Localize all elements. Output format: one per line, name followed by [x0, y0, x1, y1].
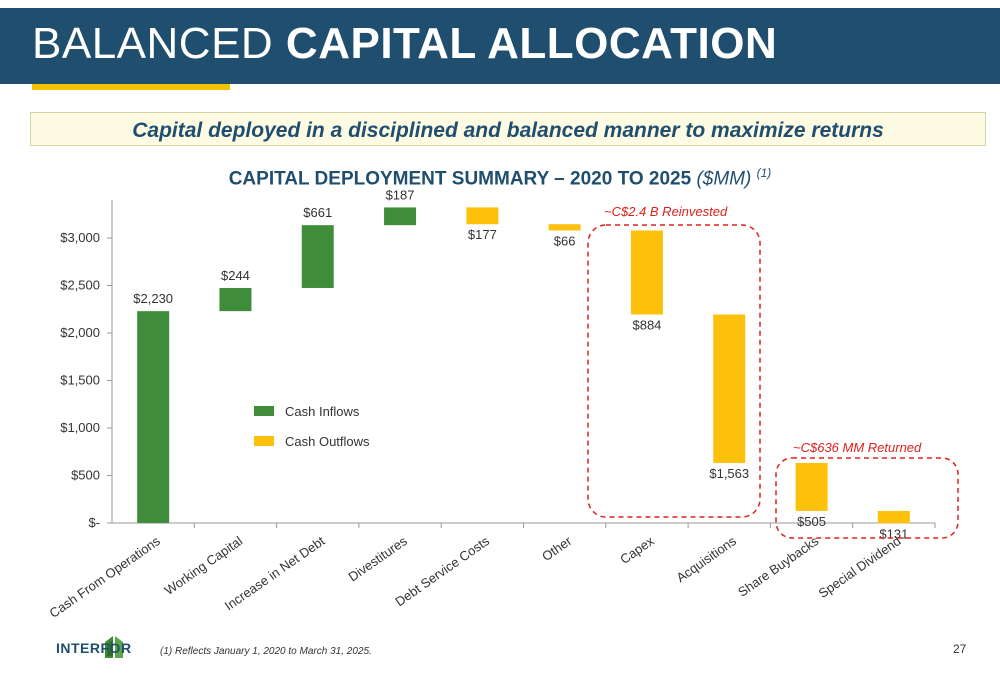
- y-tick-label: $500: [71, 468, 100, 483]
- annotation-returned: ~C$636 MM Returned: [793, 440, 922, 455]
- chart-title: CAPITAL DEPLOYMENT SUMMARY – 2020 TO 202…: [0, 166, 1000, 190]
- bar-5: [548, 224, 581, 231]
- logo-text: INTERFOR: [56, 640, 132, 656]
- value-label: $244: [221, 268, 250, 283]
- y-tick-label: $3,000: [60, 230, 100, 245]
- value-label: $661: [303, 205, 332, 220]
- subtitle-banner: Capital deployed in a disciplined and ba…: [30, 112, 986, 146]
- page-number: 27: [953, 642, 967, 656]
- y-tick-label: $1,000: [60, 420, 100, 435]
- legend-label-outflows: Cash Outflows: [285, 434, 370, 449]
- category-label: Acquisitions: [674, 533, 740, 585]
- title-bold: CAPITAL ALLOCATION: [285, 19, 778, 68]
- value-label: $187: [386, 187, 415, 202]
- page-title: BALANCED CAPITAL ALLOCATION: [32, 22, 777, 66]
- bar-0: [137, 311, 170, 523]
- chart-title-note: (1): [756, 166, 772, 180]
- legend-label-inflows: Cash Inflows: [285, 404, 360, 419]
- chart-title-main: CAPITAL DEPLOYMENT SUMMARY – 2020 TO 202…: [228, 168, 692, 190]
- category-label: Capex: [617, 533, 657, 567]
- y-tick-label: $-: [88, 515, 100, 530]
- bar-4: [466, 207, 499, 225]
- y-tick-label: $2,000: [60, 325, 100, 340]
- y-tick-label: $1,500: [60, 373, 100, 388]
- title-accent-line: [32, 84, 230, 90]
- bar-8: [795, 462, 828, 511]
- chart-title-unit: ($MM): [696, 168, 752, 190]
- reinvested-box: [587, 224, 761, 518]
- bar-1: [219, 287, 252, 312]
- value-label: $505: [797, 514, 826, 529]
- category-label: Cash From Operations: [47, 533, 164, 621]
- interfor-logo: [105, 636, 123, 658]
- title-light: BALANCED: [32, 19, 274, 68]
- bar-6: [630, 230, 663, 315]
- value-label: $1,563: [709, 466, 749, 481]
- y-tick-label: $2,500: [60, 278, 100, 293]
- header-bar: BALANCED CAPITAL ALLOCATION: [0, 8, 1000, 84]
- category-label: Divestitures: [346, 533, 411, 585]
- value-label: $66: [554, 233, 576, 248]
- category-label: Other: [539, 533, 575, 564]
- value-label: $884: [632, 317, 661, 332]
- returned-box: [775, 457, 959, 539]
- value-label: $177: [468, 227, 497, 242]
- category-label: Special Dividend: [816, 533, 904, 601]
- legend-swatch-outflows: [254, 436, 274, 446]
- bar-9: [877, 510, 910, 524]
- legend-swatch-inflows: [254, 406, 274, 416]
- bar-7: [713, 314, 746, 463]
- footnote: (1) Reflects January 1, 2020 to March 31…: [160, 646, 372, 657]
- annotation-reinvested: ~C$2.4 B Reinvested: [604, 204, 728, 219]
- banner-text: Capital deployed in a disciplined and ba…: [132, 119, 884, 142]
- value-label: $2,230: [133, 291, 173, 306]
- bar-2: [301, 225, 334, 288]
- category-label: Working Capital: [162, 533, 246, 598]
- category-label: Share Buybacks: [735, 533, 822, 600]
- bar-3: [384, 207, 417, 226]
